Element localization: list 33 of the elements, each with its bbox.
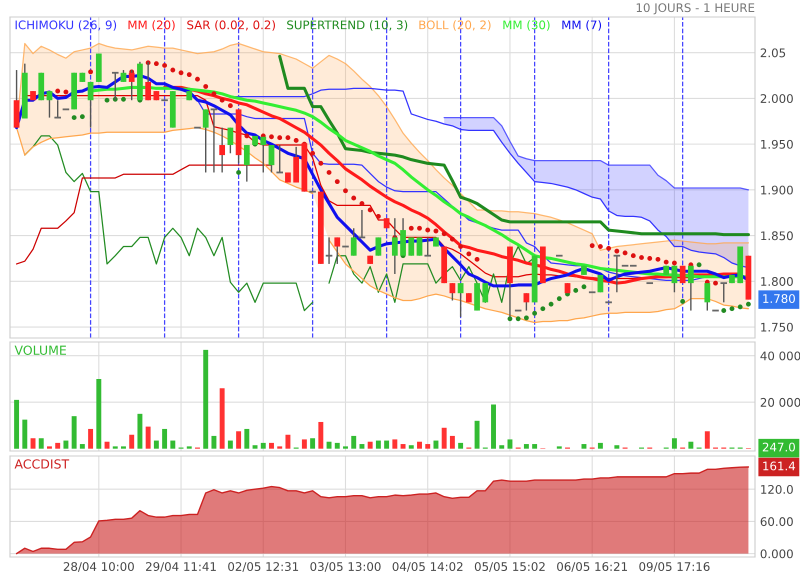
x-tick-label: 05/05 15:02 [474, 562, 545, 572]
chart-title: VOLUME [14, 345, 66, 355]
y-tick-label: 0.000 [760, 549, 793, 558]
y-tick-label: 120.0 [761, 484, 793, 494]
text: MM (7) [562, 20, 602, 31]
x-tick-label: 29/04 11:41 [146, 562, 216, 572]
y-tick-label: 20 000 [760, 398, 800, 407]
x-tick-label: 28/04 10:00 [64, 562, 134, 572]
y-tick-label: 1.850 [761, 231, 793, 240]
chart-subtitle: 10 JOURS - 1 HEURE [636, 3, 754, 14]
text: SAR (0.02, 0.2) [187, 20, 275, 31]
x-tick-label: 03/05 13:00 [310, 562, 381, 572]
y-tick-label: 40 000 [760, 351, 800, 360]
text: 161.4 [763, 461, 796, 470]
chart-title: ACCDIST [14, 459, 70, 469]
text: ICHIMOKU (26, 9) [16, 20, 116, 31]
text: SUPERTREND (10, 3) [287, 20, 408, 31]
text: 1.780 [763, 294, 795, 304]
x-tick-label: 02/05 12:31 [228, 562, 298, 572]
x-tick-label: 04/05 14:02 [392, 562, 462, 572]
text: MM (30) [503, 20, 550, 31]
y-tick-label: 2.000 [760, 94, 793, 104]
y-tick-label: 1.750 [761, 322, 793, 332]
x-tick-label: 09/05 17:16 [639, 562, 710, 572]
x-tick-label: 06/05 16:21 [557, 562, 627, 572]
text: BOLL (20, 2) [419, 20, 491, 31]
y-tick-label: 2.05 [760, 48, 786, 58]
text: MM (20) [128, 20, 175, 31]
y-tick-label: 1.950 [761, 140, 793, 149]
text: 247.0 [762, 442, 795, 452]
y-tick-label: 60.00 [760, 517, 793, 526]
y-tick-label: 1.900 [761, 186, 793, 194]
y-tick-label: 1.800 [761, 277, 793, 286]
